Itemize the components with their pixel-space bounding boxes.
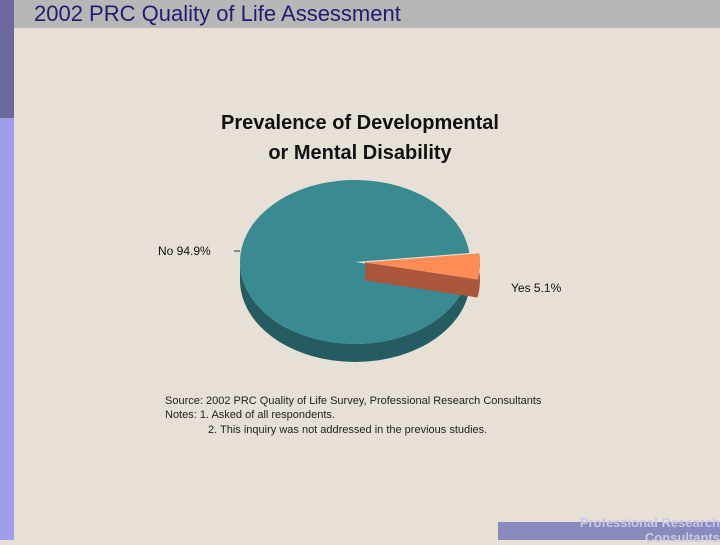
chart-title-line-1: Prevalence of Developmental xyxy=(221,112,499,134)
slide-header: 2002 PRC Quality of Life Assessment xyxy=(14,0,720,28)
notes-line-2: 2. This inquiry was not addressed in the… xyxy=(208,424,488,436)
notes-line-1: Notes: 1. Asked of all respondents. xyxy=(165,409,335,421)
left-accent-bar xyxy=(0,0,14,540)
pie-slice-yes-inner-wall xyxy=(364,262,478,298)
label-yes: Yes 5.1% xyxy=(511,281,562,295)
pie-slice-no xyxy=(240,180,470,345)
pie-slice-no-side xyxy=(240,262,470,362)
label-no: No 94.9% xyxy=(158,244,211,258)
source-note: Source: 2002 PRC Quality of Life Survey,… xyxy=(165,395,542,407)
footer-brand: Professional Research Consultants xyxy=(579,515,720,545)
footer-bar xyxy=(498,522,720,540)
chart-title: Prevalence of Developmental or Mental Di… xyxy=(150,108,570,168)
slide-title: 2002 PRC Quality of Life Assessment xyxy=(34,1,401,26)
chart-title-line-2: or Mental Disability xyxy=(268,142,452,164)
pie-slice-yes xyxy=(364,253,480,280)
left-accent-bar-top xyxy=(0,0,14,118)
